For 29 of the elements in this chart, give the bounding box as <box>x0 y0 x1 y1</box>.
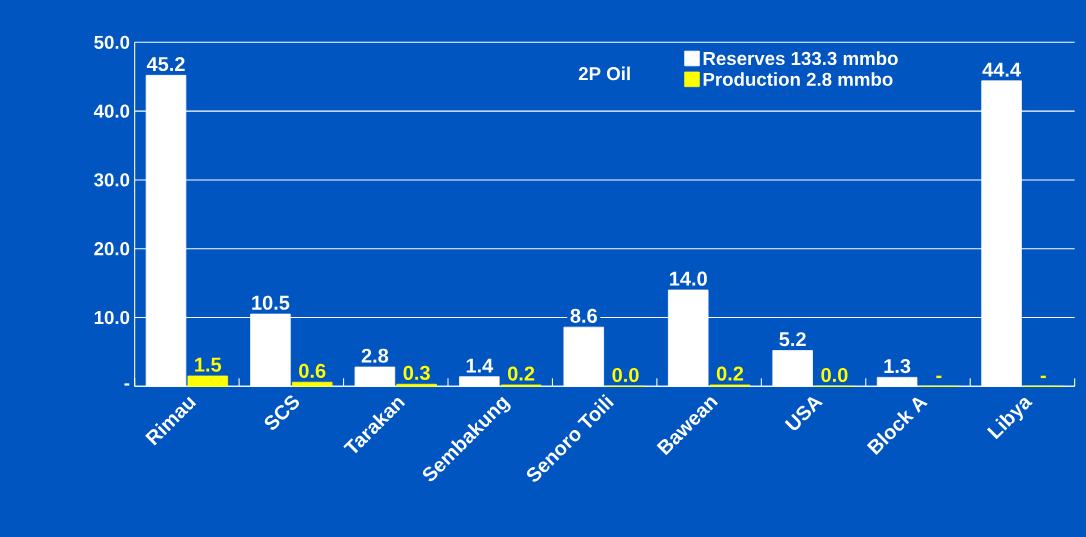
legend-label: Reserves 133.3 mmbo <box>703 51 898 66</box>
data-label: 0.3 <box>403 365 430 381</box>
legend-label: Production 2.8 mmbo <box>703 72 893 86</box>
text: 2P Oil <box>578 66 630 81</box>
data-label: 0.2 <box>508 366 535 381</box>
bar <box>396 383 437 387</box>
y-tick-label: 10.0 <box>94 310 130 325</box>
data-label: 0.2 <box>716 366 744 381</box>
y-tick-label: 40.0 <box>93 104 130 118</box>
data-label: 0.0 <box>612 367 639 383</box>
data-label: 10.5 <box>252 295 290 310</box>
data-label: 0.6 <box>299 363 326 378</box>
data-label: 1.4 <box>466 358 494 373</box>
data-label: 14.0 <box>670 271 707 286</box>
y-tick-label: 50.0 <box>94 35 130 49</box>
data-label: - <box>936 375 942 379</box>
data-label: 2.8 <box>361 348 389 363</box>
x-tick-label: USA <box>784 397 824 430</box>
data-label: - <box>1040 375 1046 379</box>
data-label: 44.4 <box>982 62 1021 77</box>
y-tick-label: 30.0 <box>94 173 130 187</box>
data-label: 1.3 <box>884 358 911 374</box>
data-label: 45.2 <box>146 56 185 72</box>
y-tick-label: - <box>124 383 130 386</box>
data-label: 8.6 <box>570 308 597 323</box>
data-label: 0.0 <box>821 367 848 383</box>
y-tick-label: 20.0 <box>94 242 130 256</box>
data-label: 1.5 <box>195 357 222 372</box>
data-label: 5.2 <box>779 332 806 347</box>
